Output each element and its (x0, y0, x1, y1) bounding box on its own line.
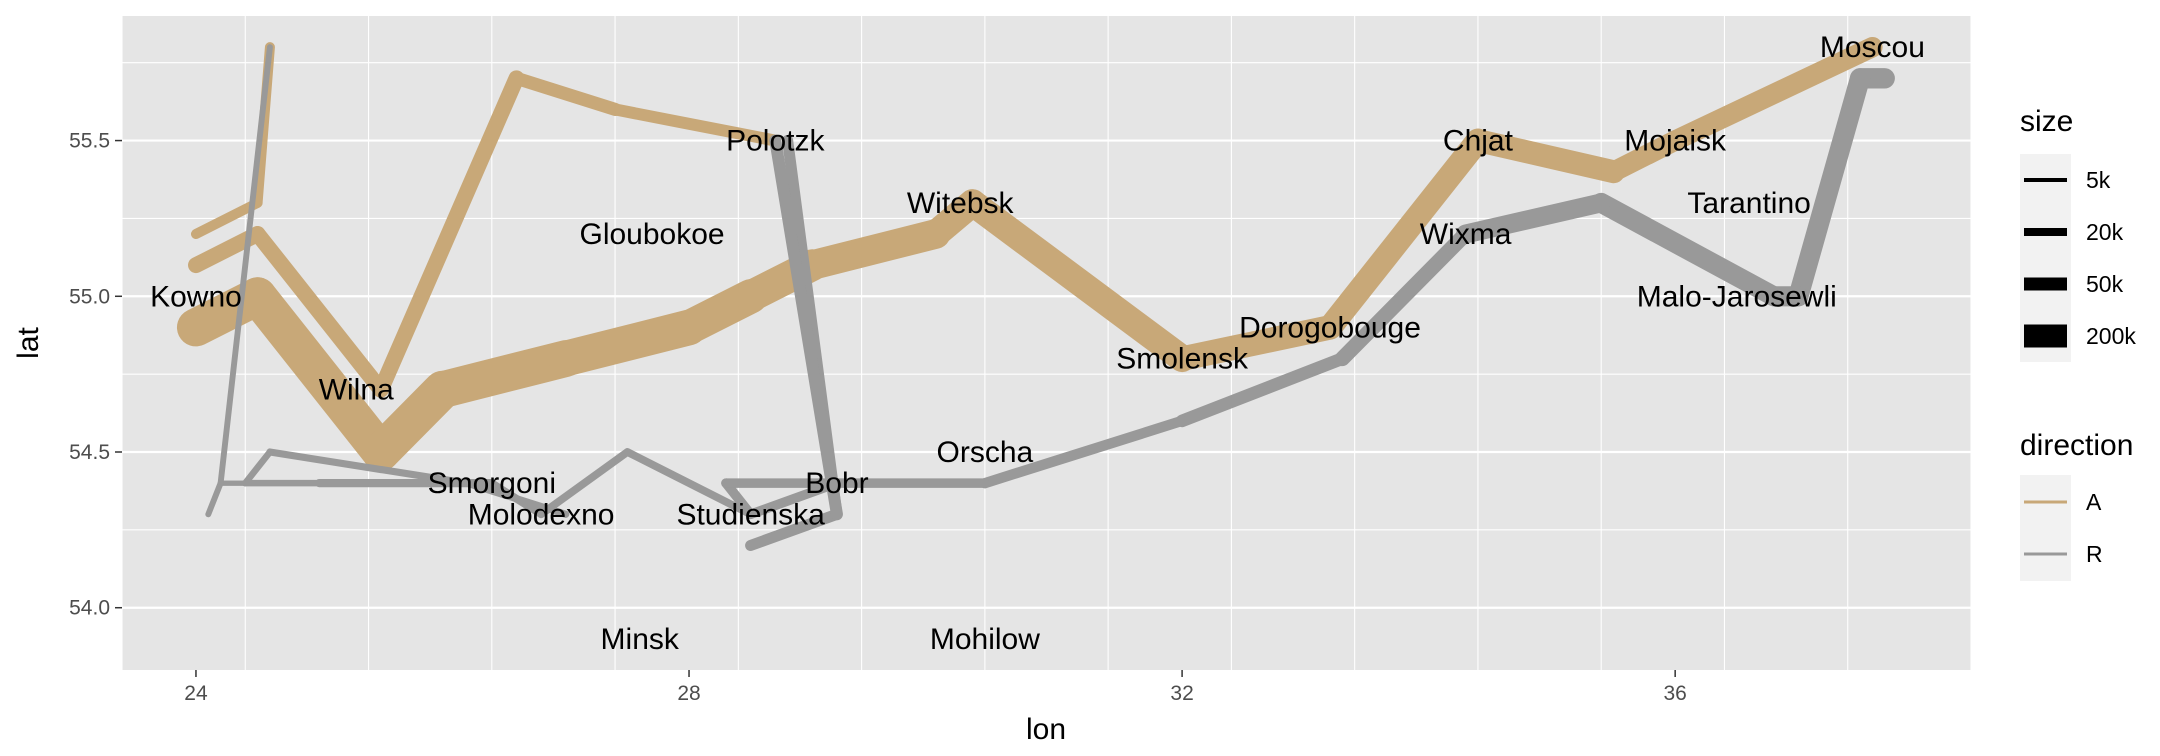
troop-segment (1664, 36, 1883, 151)
troop-segment (1591, 192, 1784, 307)
plot-panel (122, 16, 1971, 670)
troop-segment (509, 71, 622, 116)
city-label: Mojaisk (1624, 125, 1727, 158)
troop-segment (609, 103, 782, 147)
troop-segment (537, 448, 632, 519)
city-label: Malo-Jarosewli (1637, 280, 1837, 313)
troop-segment (1334, 226, 1474, 367)
troop-segment (745, 508, 843, 551)
city-label: Wilna (319, 374, 394, 407)
size-legend-label: 5k (2086, 167, 2111, 193)
direction-legend: direction AR (2020, 429, 2133, 581)
troop-segment (249, 226, 389, 398)
troop-segment (959, 189, 1196, 373)
troop-segment (1456, 193, 1611, 244)
city-label: Smorgoni (428, 467, 556, 500)
direction-legend-key-bg (2020, 475, 2071, 581)
troop-path-R-2 (721, 68, 1895, 520)
troop-path-R-10 (205, 44, 273, 518)
city-label: Moscou (1820, 31, 1925, 64)
troop-segment (1169, 315, 1343, 371)
city-label: Orscha (937, 436, 1034, 469)
y-tick-label: 54.5 (69, 441, 110, 464)
direction-legend-title: direction (2020, 429, 2133, 462)
y-tick-label: 55.0 (69, 285, 110, 308)
city-label: Smolensk (1116, 343, 1249, 376)
city-label: Bobr (805, 467, 868, 500)
troop-segment (241, 448, 274, 487)
troop-segment (769, 134, 843, 521)
x-tick-label: 32 (1170, 682, 1193, 705)
troop-path-A-1 (176, 36, 1883, 471)
troop-segment (190, 197, 263, 239)
x-tick-label: 24 (184, 682, 208, 705)
troop-segment (1788, 68, 1871, 307)
x-axis-title: lon (1026, 713, 1066, 746)
troop-path-A-7 (188, 70, 782, 398)
direction-legend-label: R (2086, 541, 2103, 567)
troop-segment (424, 340, 585, 409)
size-legend-title: size (2020, 105, 2073, 138)
y-axis-title: lat (12, 326, 45, 358)
troop-segment (463, 479, 570, 518)
size-legend-label: 20k (2086, 219, 2124, 245)
troop-path-R-8 (769, 134, 843, 521)
troop-segment (238, 277, 400, 471)
city-label: Gloubokoe (579, 218, 724, 251)
troop-segment (205, 480, 224, 518)
troop-path-R-6 (205, 448, 570, 518)
x-tick-label: 28 (677, 682, 700, 705)
size-legend-label: 200k (2086, 323, 2136, 349)
troop-segment (979, 415, 1188, 489)
troop-segment (1317, 128, 1490, 340)
troop-segment (797, 219, 951, 280)
size-legend: size 5k 20k 50k 200k (2020, 105, 2136, 362)
troop-segment (745, 478, 842, 520)
city-label: Chjat (1443, 125, 1514, 158)
city-label: Dorogobouge (1239, 311, 1421, 344)
city-label: Kowno (150, 280, 242, 313)
troop-paths (176, 36, 1895, 551)
city-label: Wixma (1420, 218, 1512, 251)
direction-legend-label: A (2086, 489, 2102, 515)
city-label: Tarantino (1687, 187, 1810, 220)
troop-segment (1603, 130, 1686, 182)
city-label: Studienska (676, 498, 825, 531)
troop-segment (1466, 129, 1626, 184)
y-tick-label: 55.5 (69, 130, 110, 153)
y-tick-label: 54.0 (69, 597, 110, 620)
axes: 24 28 32 36 54.0 54.5 55.0 55.5 (69, 130, 1687, 705)
troop-segment (372, 70, 525, 398)
troop-segment (1175, 352, 1349, 428)
troop-segment (266, 448, 471, 487)
city-label: Minsk (601, 623, 680, 656)
x-tick-label: 36 (1663, 682, 1686, 705)
city-label: Witebsk (907, 187, 1015, 220)
size-legend-label: 50k (2086, 271, 2124, 297)
city-label: Molodexno (468, 498, 615, 531)
troop-segment (547, 309, 707, 377)
troop-segment (217, 44, 273, 487)
city-label: Mohilow (930, 623, 1040, 656)
troop-segment (623, 448, 755, 519)
city-label: Polotzk (726, 125, 825, 158)
